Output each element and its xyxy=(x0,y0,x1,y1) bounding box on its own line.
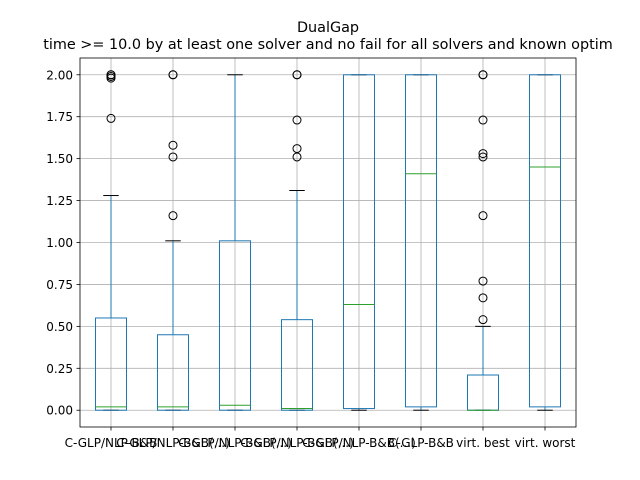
flier-point xyxy=(478,152,488,162)
y-tick-label: 0.25 xyxy=(46,362,73,376)
flier-point xyxy=(292,70,302,80)
flier-point xyxy=(478,115,488,125)
y-tick-label: 1.75 xyxy=(46,110,73,124)
box-group-3 xyxy=(219,74,251,411)
box xyxy=(529,74,561,408)
flier-point xyxy=(292,144,302,154)
flier-point xyxy=(168,152,178,162)
x-tick-label: C-GLP/NLP-B&B(...) xyxy=(116,436,230,450)
box xyxy=(219,240,251,411)
y-tick-label: 0.50 xyxy=(46,320,73,334)
flier-point xyxy=(478,211,488,221)
y-tick-label: 1.50 xyxy=(46,152,73,166)
box-group-7 xyxy=(467,70,499,411)
box xyxy=(95,317,127,411)
flier-point xyxy=(168,70,178,80)
box-group-2 xyxy=(157,70,189,411)
y-tick-label: 1.00 xyxy=(46,236,73,250)
chart-subtitle: time >= 10.0 by at least one solver and … xyxy=(43,37,613,53)
box-group-5 xyxy=(343,74,375,411)
box-group-1 xyxy=(95,70,127,411)
x-tick-label: C-GLP/NLP-B&B(...) xyxy=(240,436,354,450)
flier-point xyxy=(168,140,178,150)
chart-title: DualGap xyxy=(297,20,359,36)
box xyxy=(281,319,313,411)
y-tick-label: 0.75 xyxy=(46,278,73,292)
y-tick-label: 0.00 xyxy=(46,404,73,418)
flier-point xyxy=(292,115,302,125)
x-tick-label: virt. worst xyxy=(515,436,576,450)
flier-point xyxy=(478,276,488,286)
x-tick-label: C-GLP/NLP-B&B(...) xyxy=(302,436,416,450)
box-group-6 xyxy=(405,74,437,411)
flier-point xyxy=(478,315,488,325)
flier-point xyxy=(168,211,178,221)
flier-point xyxy=(106,113,116,123)
flier-point xyxy=(478,70,488,80)
x-tick-label: C-GLP-B&B xyxy=(388,436,454,450)
box xyxy=(157,334,189,411)
axes-frame xyxy=(79,57,577,428)
axes: 0.00 0.25 0.50 0.75 1.00 1.25 1.50 1.75 2.00 C-GL… xyxy=(46,57,577,450)
x-tick-label: C-GLP/NLP-B&B xyxy=(65,436,158,450)
y-tick-label: 2.00 xyxy=(46,68,73,82)
flier-point xyxy=(106,70,116,80)
flier-point xyxy=(478,149,488,159)
x-tick-label: C-GLP/NLP-B&B(...) xyxy=(178,436,292,450)
box xyxy=(405,74,437,408)
boxes xyxy=(95,70,561,411)
box-group-8 xyxy=(529,74,561,411)
box-group-4 xyxy=(281,70,313,411)
flier-point xyxy=(478,293,488,303)
x-tick-label: virt. best xyxy=(456,436,510,450)
box xyxy=(343,74,375,410)
y-tick-label: 1.25 xyxy=(46,194,73,208)
